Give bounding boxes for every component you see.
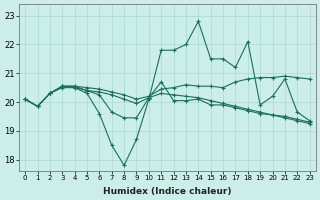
- X-axis label: Humidex (Indice chaleur): Humidex (Indice chaleur): [103, 187, 232, 196]
